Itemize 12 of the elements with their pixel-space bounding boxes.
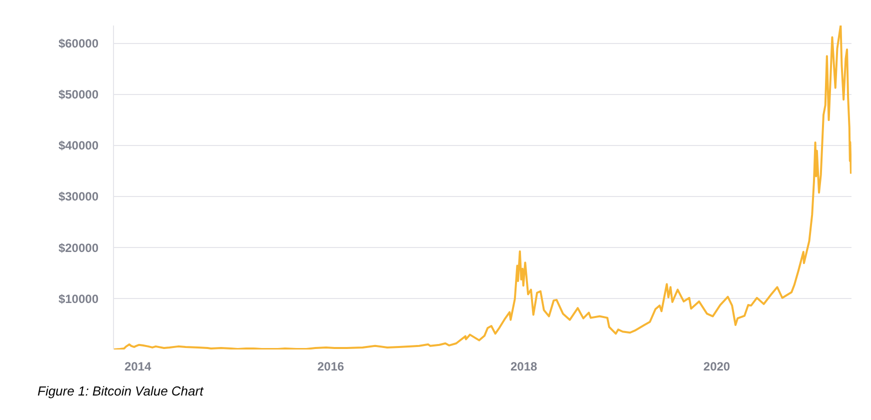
x-tick-label: 2014 [124, 360, 152, 374]
x-tick-label: 2016 [317, 360, 344, 374]
y-tick-label: $20000 [58, 240, 99, 255]
y-tick-label: $60000 [58, 36, 99, 50]
y-tick-label: $40000 [58, 138, 99, 153]
y-tick-label: $10000 [58, 292, 99, 306]
y-tick-label: $30000 [58, 190, 99, 204]
caption: Figure 1: Bitcoin Value Chart [38, 384, 205, 398]
x-tick-label: 2020 [703, 360, 730, 374]
y-tick-label: $50000 [58, 87, 99, 102]
x-tick-label: 2018 [510, 360, 538, 374]
line-series [114, 26, 852, 350]
